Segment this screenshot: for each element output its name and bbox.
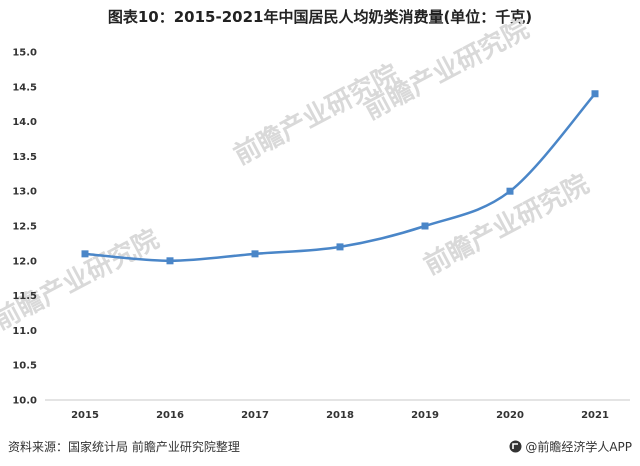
y-axis: 10.0 10.5 11.0 11.5 12.0 12.5 13.0 13.5 14.0 14.5…	[12, 48, 37, 407]
x-tick-label: 2021	[581, 410, 609, 421]
x-tick-label: 2020	[496, 410, 524, 421]
y-tick-label: 11.0	[12, 326, 37, 337]
x-tick-label: 2019	[411, 410, 439, 421]
data-point	[336, 243, 344, 251]
watermark-text: 前瞻产业研究院	[0, 223, 164, 336]
y-tick-label: 13.0	[12, 187, 37, 198]
chart-title: 图表10：2015-2021年中国居民人均奶类消费量(单位：千克)	[107, 8, 533, 26]
brand-credit: @前瞻经济学人APP	[509, 438, 632, 455]
y-tick-label: 14.0	[12, 117, 37, 128]
data-point	[421, 222, 429, 230]
y-tick-label: 11.5	[12, 291, 37, 302]
y-tick-label: 10.5	[12, 361, 37, 372]
source-note: 资料来源：国家统计局 前瞻产业研究院整理	[8, 440, 240, 454]
brand-text: @前瞻经济学人APP	[525, 440, 632, 454]
y-tick-label: 12.0	[12, 256, 37, 267]
data-point	[166, 257, 174, 265]
y-tick-label: 14.5	[12, 82, 37, 93]
watermark-text: 前瞻产业研究院	[419, 168, 594, 281]
watermark-layer: 前瞻产业研究院 前瞻产业研究院 前瞻产业研究院 前瞻产业研究院	[0, 13, 594, 336]
data-point	[591, 90, 599, 98]
data-point	[506, 187, 514, 195]
y-tick-label: 10.0	[12, 396, 37, 407]
x-tick-label: 2015	[71, 410, 99, 421]
brand-logo-icon	[509, 440, 522, 453]
x-tick-label: 2017	[241, 410, 269, 421]
x-tick-label: 2016	[156, 410, 184, 421]
x-tick-label: 2018	[326, 410, 354, 421]
x-axis: 2015 2016 2017 2018 2019 2020 2021	[71, 410, 609, 421]
data-point	[251, 250, 259, 258]
data-point	[81, 250, 89, 258]
y-tick-label: 13.5	[12, 152, 37, 163]
y-tick-label: 15.0	[12, 48, 37, 59]
y-tick-label: 12.5	[12, 222, 37, 233]
data-markers	[81, 90, 599, 265]
